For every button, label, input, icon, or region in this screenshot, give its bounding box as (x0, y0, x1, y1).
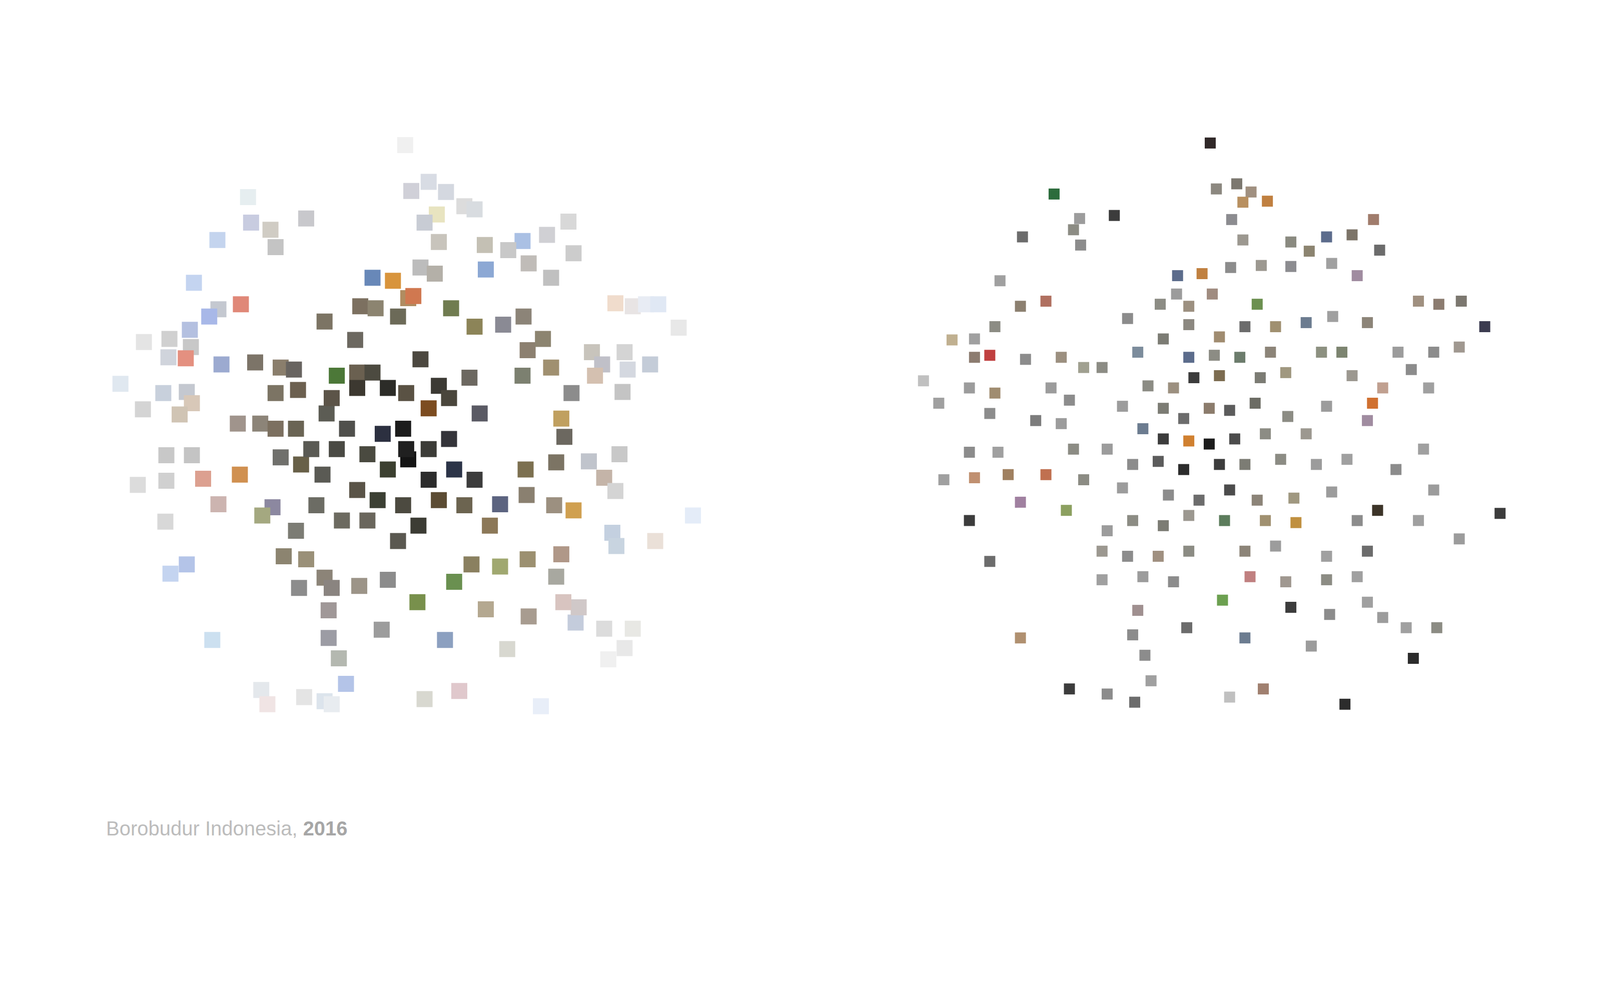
svg-text:Borobudur Indonesia, 2016: Borobudur Indonesia, 2016 (106, 817, 348, 840)
